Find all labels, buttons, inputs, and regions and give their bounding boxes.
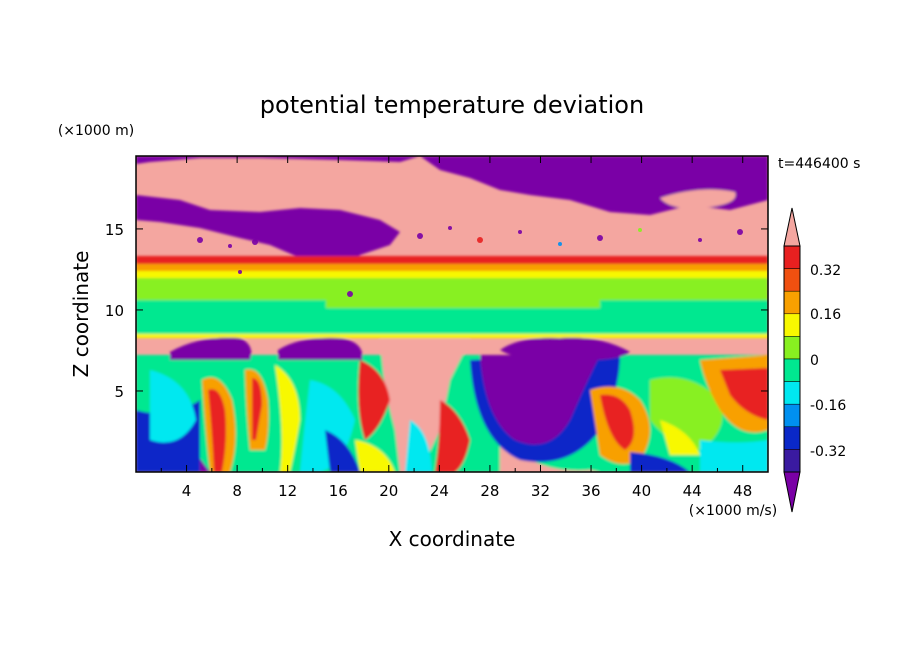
y-tick-label: 5 — [114, 383, 124, 401]
region-blue-mid — [325, 430, 360, 472]
colorbar-tick-label: -0.16 — [810, 398, 846, 414]
region-red-mid — [358, 360, 390, 440]
colorbar-swatch — [783, 313, 801, 337]
colorbar-swatch — [783, 358, 801, 382]
colorbar-swatch — [783, 245, 801, 269]
y-tick-label: 15 — [105, 221, 124, 239]
x-axis: 4 8 12 16 20 24 28 32 36 40 44 48 — [160, 156, 752, 500]
region-top-purple — [136, 156, 420, 164]
x-tick-label: 8 — [232, 482, 242, 500]
band-red — [136, 256, 768, 264]
region-yellow-streak — [275, 365, 300, 472]
x-tick-label: 4 — [182, 482, 192, 500]
x-unit-label: (×1000 m/s) — [689, 503, 777, 519]
colorbar-extend-max — [783, 207, 801, 247]
band-green-left — [136, 300, 326, 336]
region-cyan-left — [150, 370, 196, 443]
x-tick-label: 32 — [531, 482, 550, 500]
region-red-streak-1 — [208, 389, 226, 472]
chart-title: potential temperature deviation — [260, 91, 644, 119]
band-green-right — [600, 300, 768, 336]
plot-frame — [135, 155, 769, 473]
y-axis: 5 10 15 — [105, 221, 768, 401]
colorbar: 0.32 0.16 0 -0.16 -0.32 — [783, 207, 846, 513]
region-yellow-lower-right — [660, 420, 700, 455]
band-tropo-yellow — [136, 334, 768, 338]
y-unit-label: (×1000 m) — [58, 123, 134, 139]
x-tick-label: 20 — [379, 482, 398, 500]
y-axis-label: Z coordinate — [69, 251, 93, 378]
region-red-streak-2 — [252, 378, 262, 440]
region-purple-tropopause-left — [170, 337, 252, 360]
band-yellow — [136, 271, 768, 278]
colorbar-swatch — [783, 403, 801, 428]
y-tick-label: 10 — [105, 302, 124, 320]
colorbar-swatch — [783, 290, 801, 315]
contour-field — [136, 156, 768, 472]
region-red-right — [600, 394, 634, 450]
x-tick-label: 16 — [329, 482, 348, 500]
colorbar-swatch — [783, 336, 801, 360]
colorbar-swatch — [783, 381, 801, 405]
x-tick-label: 24 — [430, 482, 449, 500]
colorbar-tick-label: -0.32 — [810, 444, 846, 460]
region-upper-pink-lens — [660, 189, 736, 209]
region-red-far-right — [720, 368, 768, 420]
colorbar-swatch — [783, 426, 801, 450]
colorbar-extend-min — [783, 471, 801, 513]
x-tick-label: 12 — [278, 482, 297, 500]
colorbar-frame — [783, 245, 801, 473]
x-tick-label: 44 — [683, 482, 702, 500]
x-tick-label: 28 — [480, 482, 499, 500]
region-blue-lower-right — [630, 452, 690, 472]
region-yellow-mid — [355, 440, 395, 472]
upper-lace — [197, 226, 743, 297]
colorbar-swatch — [783, 449, 801, 473]
colorbar-swatch — [783, 268, 801, 292]
x-axis-label: X coordinate — [389, 527, 516, 551]
region-purple-blob — [480, 355, 600, 445]
colorbar-tick-label: 0.16 — [810, 307, 841, 323]
region-cyan-left-base — [405, 420, 432, 472]
region-pink-base — [500, 440, 600, 472]
region-purple-tropopause-right — [500, 337, 630, 361]
x-tick-label: 40 — [632, 482, 651, 500]
colorbar-tick-label: 0 — [810, 353, 819, 369]
region-purple-tropopause-mid — [278, 337, 363, 360]
x-tick-label: 36 — [581, 482, 600, 500]
band-orange — [136, 264, 768, 271]
region-red-left-base — [435, 400, 470, 472]
region-pink-column — [380, 340, 470, 472]
x-tick-label: 48 — [733, 482, 752, 500]
colorbar-tick-label: 0.32 — [810, 263, 841, 279]
region-cyan-lower-right — [700, 440, 768, 472]
time-label: t=446400 s — [778, 156, 860, 172]
